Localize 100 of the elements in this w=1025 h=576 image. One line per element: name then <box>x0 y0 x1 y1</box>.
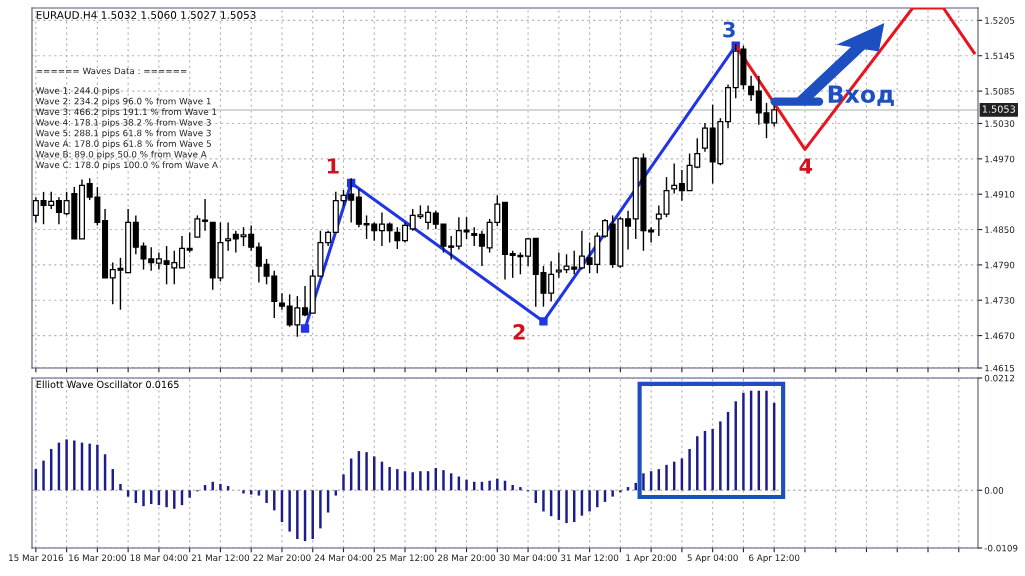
candlestick <box>463 216 470 240</box>
x-tick-label: 31 Mar 12:00 <box>561 554 619 562</box>
x-tick-label: 30 Mar 04:00 <box>499 554 557 562</box>
candlestick <box>386 221 393 244</box>
bar <box>88 443 91 491</box>
candlestick <box>525 237 532 267</box>
bar <box>242 490 245 494</box>
annotation: Wave 3: 466.2 pips 191.1 % from Wave 1 <box>36 108 217 117</box>
bar <box>365 452 368 491</box>
candlestick <box>378 211 385 247</box>
candlestick <box>202 198 209 232</box>
x-tick-label: 6 Apr 12:00 <box>749 554 800 563</box>
bar <box>165 490 168 508</box>
candlestick <box>194 214 201 238</box>
bar <box>265 490 268 503</box>
x-tick-label: 24 Mar 04:00 <box>314 554 373 562</box>
x-tick-label: 18 Mar 04:00 <box>130 554 188 562</box>
annotation: Wave 1: 244.0 pips <box>36 87 120 96</box>
bar <box>173 490 176 509</box>
x-tick-label: 21 Mar 12:00 <box>191 554 250 562</box>
candlestick <box>425 204 432 230</box>
annotation: Wave A: 178.0 pips 61.8 % from Wave 5 <box>36 140 211 149</box>
candlestick <box>155 251 162 271</box>
annotation: 1 <box>327 158 339 174</box>
x-tick-label: 28 Mar 20:00 <box>437 554 496 562</box>
candlestick <box>678 169 685 202</box>
candlestick <box>625 209 632 251</box>
bar <box>742 392 745 491</box>
bar <box>219 483 222 491</box>
y-tick-label: 1.4910 <box>985 191 1015 198</box>
annotation: 2 <box>513 324 525 340</box>
bar <box>96 444 99 491</box>
candlestick <box>648 226 655 244</box>
candlestick <box>255 241 262 284</box>
y-tick-label: 1.4730 <box>985 297 1015 304</box>
candlestick <box>478 230 485 267</box>
bar <box>511 484 514 491</box>
bar <box>188 490 191 498</box>
bar <box>411 472 414 491</box>
bar <box>611 490 614 497</box>
bar <box>588 490 591 512</box>
bar <box>257 490 261 496</box>
chart-title: EURAUD.H4 1.5032 1.5060 1.5027 1.5053 <box>36 11 256 19</box>
y-tick-label: 1.4790 <box>985 261 1015 269</box>
bar <box>688 448 691 491</box>
candlestick <box>601 218 608 239</box>
y-tick-label: 1.5085 <box>985 87 1015 95</box>
annotation: 4 <box>799 158 813 174</box>
candlestick <box>671 162 678 195</box>
bar <box>396 469 399 491</box>
annotation: Wave 2: 234.2 pips 96.0 % from Wave 1 <box>36 97 211 107</box>
y-tick-label: 0.0212 <box>984 374 1014 382</box>
candlestick <box>402 221 409 244</box>
bar <box>419 471 422 491</box>
bar <box>496 478 499 491</box>
x-tick-label: 16 Mar 20:00 <box>69 554 126 562</box>
annotation: 3 <box>723 21 735 38</box>
candlestick <box>55 196 62 225</box>
bar <box>311 490 314 539</box>
y-tick-label: 1.4850 <box>985 226 1015 233</box>
bar <box>565 490 568 524</box>
annotation: Wave 4: 178.1 pips 38.2 % from Wave 3 <box>36 118 211 128</box>
chart-title: Elliott Wave Oscillator 0.0165 <box>36 380 179 389</box>
point <box>539 317 548 326</box>
bar <box>465 479 468 491</box>
bar <box>665 464 668 491</box>
y-tick-label: 1.5205 <box>985 17 1015 24</box>
candlestick <box>186 231 193 254</box>
bar <box>288 490 291 532</box>
y-tick-label: -0.0109 <box>984 544 1018 552</box>
candlestick <box>548 260 555 303</box>
ref-line-label: 1.5053 <box>982 105 1016 113</box>
bar <box>711 428 714 491</box>
y-tick-label: 1.4970 <box>985 155 1015 163</box>
bar <box>119 483 122 491</box>
candlestick <box>178 235 185 269</box>
bar <box>249 490 253 495</box>
candlestick <box>748 75 755 102</box>
candlestick <box>471 226 478 247</box>
x-tick-label: 22 Mar 20:00 <box>253 554 311 562</box>
bar <box>488 480 491 491</box>
bar <box>319 490 322 529</box>
bar <box>142 490 145 507</box>
bar <box>619 490 622 493</box>
bar <box>42 460 45 491</box>
bar <box>334 490 338 496</box>
bar <box>519 487 522 491</box>
annotation: Wave B: 89.0 pips 50.0 % from Wave A <box>36 150 207 160</box>
x-tick-label: 25 Mar 12:00 <box>376 554 434 562</box>
candlestick <box>225 221 232 252</box>
candlestick <box>32 196 39 224</box>
bar <box>65 439 68 491</box>
annotation: ====== Waves Data : ====== <box>36 67 187 75</box>
candlestick <box>278 292 285 311</box>
bar <box>296 490 299 539</box>
bar <box>719 421 722 491</box>
y-tick-label: 1.4615 <box>985 364 1015 372</box>
bar <box>73 440 76 491</box>
candlestick <box>455 216 462 251</box>
candlestick <box>555 251 562 279</box>
